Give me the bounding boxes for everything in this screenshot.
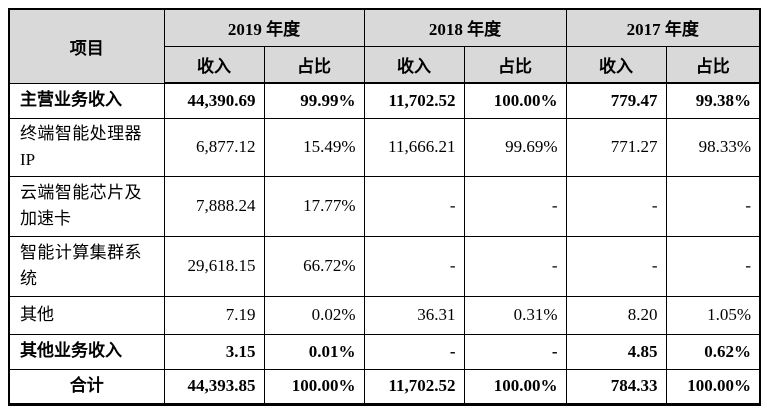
header-row-years: 项目 2019 年度 2018 年度 2017 年度 [8,8,761,84]
cell-share-2017: - [665,175,761,237]
header-row-measures: 收入 占比 收入 占比 收入 占比 [9,45,761,84]
cell-share-2018: - [463,235,567,297]
cell-revenue-2017: - [565,175,667,237]
cell-share-2018: 100.00% [463,368,567,405]
subheader-share-2017: 占比 [665,45,761,84]
cell-revenue-2018: - [363,175,465,237]
cell-share-2019: 17.77% [263,175,365,237]
cell-revenue-2019: 7.19 [163,295,265,335]
cell-revenue-2017: 779.47 [565,82,667,119]
column-header-year-2018: 2018 年度 [363,8,567,47]
cell-share-2017: 0.62% [665,333,761,370]
row-label: 合计 [8,368,165,405]
subheader-revenue-2018: 收入 [363,45,465,84]
cell-revenue-2018: 36.31 [363,295,465,335]
cell-share-2017: 99.38% [665,82,761,119]
cell-revenue-2019: 3.15 [163,333,265,370]
cell-share-2018: - [463,333,567,370]
cell-revenue-2018: - [363,333,465,370]
cell-revenue-2018: 11,702.52 [363,82,465,119]
table-row-main-business-revenue: 主营业务收入 44,390.69 99.99% 11,702.52 100.00… [8,82,761,119]
cell-share-2018: - [463,175,567,237]
cell-share-2017: 1.05% [665,295,761,335]
cell-revenue-2019: 44,393.85 [163,368,265,405]
row-label: 智能计算集群系统 [8,235,165,297]
subheader-share-2019: 占比 [263,45,365,84]
cell-share-2017: 98.33% [665,117,761,177]
cell-share-2019: 99.99% [263,82,365,119]
cell-revenue-2018: 11,666.21 [363,117,465,177]
cell-revenue-2019: 44,390.69 [163,82,265,119]
row-label: 其他业务收入 [8,333,165,370]
subheader-share-2018: 占比 [463,45,567,84]
revenue-breakdown-table: 项目 2019 年度 2018 年度 2017 年度 收入 占比 收入 占比 收… [8,8,761,406]
cell-share-2018: 100.00% [463,82,567,119]
cell-revenue-2019: 29,618.15 [163,235,265,297]
cell-share-2017: 100.00% [665,368,761,405]
cell-revenue-2017: 771.27 [565,117,667,177]
row-label: 云端智能芯片及加速卡 [8,175,165,237]
table-row-cloud-chips: 云端智能芯片及加速卡 7,888.24 17.77% - - - - [8,175,761,237]
cell-share-2019: 0.01% [263,333,365,370]
cell-revenue-2017: 4.85 [565,333,667,370]
table-row-other-business-revenue: 其他业务收入 3.15 0.01% - - 4.85 0.62% [8,333,761,370]
row-label: 其他 [8,295,165,335]
cell-share-2019: 15.49% [263,117,365,177]
cell-revenue-2018: 11,702.52 [363,368,465,405]
table-row-cluster-systems: 智能计算集群系统 29,618.15 66.72% - - - - [8,235,761,297]
table-row-other: 其他 7.19 0.02% 36.31 0.31% 8.20 1.05% [8,295,761,335]
subheader-revenue-2017: 收入 [565,45,667,84]
cell-revenue-2018: - [363,235,465,297]
cell-share-2017: - [665,235,761,297]
cell-revenue-2017: 784.33 [565,368,667,405]
cell-share-2019: 100.00% [263,368,365,405]
table-row-terminal-ip: 终端智能处理器IP 6,877.12 15.49% 11,666.21 99.6… [8,117,761,177]
cell-revenue-2019: 6,877.12 [163,117,265,177]
cell-share-2019: 66.72% [263,235,365,297]
row-label: 终端智能处理器IP [8,117,165,177]
table-row-total: 合计 44,393.85 100.00% 11,702.52 100.00% 7… [8,368,761,405]
column-header-item: 项目 [8,8,165,84]
cell-share-2018: 0.31% [463,295,567,335]
column-header-year-2017: 2017 年度 [565,8,761,47]
subheader-revenue-2019: 收入 [163,45,265,84]
cell-revenue-2017: 8.20 [565,295,667,335]
cell-share-2018: 99.69% [463,117,567,177]
row-label: 主营业务收入 [8,82,165,119]
column-header-year-2019: 2019 年度 [163,8,365,47]
cell-revenue-2019: 7,888.24 [163,175,265,237]
cell-share-2019: 0.02% [263,295,365,335]
cell-revenue-2017: - [565,235,667,297]
